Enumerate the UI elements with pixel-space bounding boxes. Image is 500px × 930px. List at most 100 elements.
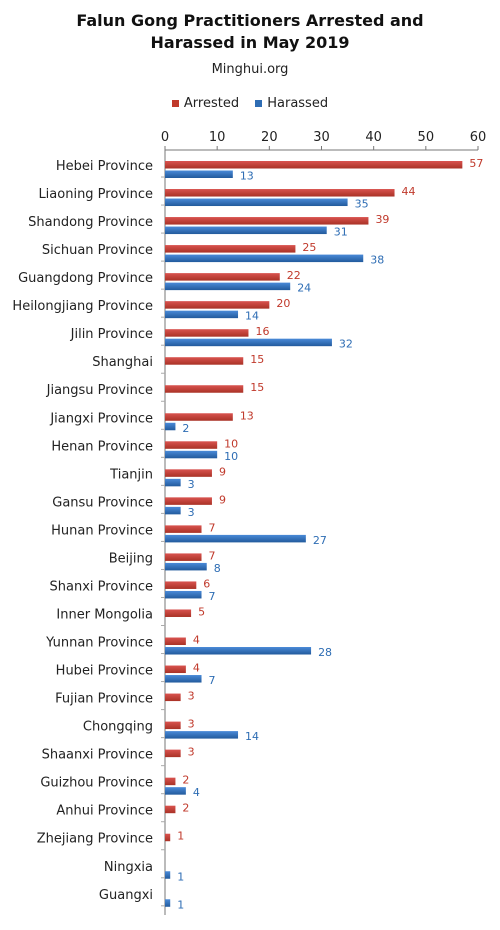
data-label-arrested: 3 (188, 690, 195, 703)
category-label: Sichuan Province (42, 243, 153, 258)
bar-harassed (165, 198, 348, 207)
bar-arrested (165, 833, 171, 842)
data-label-arrested: 20 (276, 297, 290, 310)
bar-arrested (165, 469, 212, 477)
data-label-arrested: 25 (302, 241, 316, 254)
category-label: Henan Province (51, 439, 153, 454)
data-label-harassed: 4 (193, 786, 200, 799)
category-label: Zhejiang Province (37, 832, 153, 847)
bar-harassed (165, 675, 202, 683)
data-label-arrested: 7 (209, 521, 216, 534)
bar-arrested (165, 273, 280, 281)
data-label-harassed: 27 (313, 534, 327, 547)
bar-arrested (165, 749, 181, 758)
bar-arrested (165, 245, 296, 253)
legend-item-harassed: Harassed (255, 96, 328, 111)
data-label-harassed: 7 (209, 590, 216, 603)
data-label-arrested: 22 (287, 269, 301, 282)
data-label-harassed: 1 (177, 898, 184, 911)
bar-arrested (165, 665, 186, 674)
data-label-harassed: 32 (339, 338, 353, 351)
data-label-arrested: 4 (193, 662, 200, 675)
category-label: Heilongjiang Province (12, 299, 153, 314)
data-label-arrested: 5 (198, 605, 205, 618)
data-label-arrested: 10 (224, 437, 238, 450)
legend-item-arrested: Arrested (171, 96, 240, 111)
bar-arrested (165, 161, 463, 169)
bar-arrested (165, 525, 202, 533)
data-label-arrested: 13 (240, 409, 254, 422)
data-label-arrested: 39 (375, 213, 389, 226)
data-label-harassed: 14 (245, 310, 259, 323)
data-label-arrested: 6 (203, 577, 210, 590)
bar-harassed (165, 170, 233, 178)
category-label: Chongqing (83, 720, 153, 735)
category-label: Beijing (109, 551, 153, 566)
data-label-harassed: 38 (370, 254, 384, 267)
data-label-harassed: 14 (245, 730, 259, 743)
legend-swatch-harassed (255, 100, 263, 107)
bar-harassed (165, 254, 364, 263)
data-label-arrested: 3 (188, 746, 195, 759)
bar-arrested (165, 441, 218, 449)
bar-arrested (165, 413, 233, 421)
chart-title-line-2: Harassed in May 2019 (150, 33, 350, 52)
bar-arrested (165, 637, 186, 646)
category-label: Guizhou Province (40, 776, 153, 791)
x-tick-label: 50 (418, 130, 435, 145)
category-label: Hunan Province (51, 523, 153, 538)
data-label-arrested: 4 (193, 634, 200, 647)
bar-arrested (165, 329, 249, 337)
x-tick-label: 20 (261, 130, 278, 145)
data-label-arrested: 57 (469, 157, 483, 170)
category-label: Shanghai (92, 355, 153, 370)
data-label-harassed: 24 (297, 282, 311, 295)
category-label: Tianjin (109, 467, 153, 482)
category-label: Ningxia (104, 860, 153, 875)
category-label: Hubei Province (56, 664, 153, 679)
data-label-harassed: 3 (188, 478, 195, 491)
data-label-arrested: 9 (219, 465, 226, 478)
bar-arrested (165, 553, 202, 561)
data-label-harassed: 31 (334, 226, 348, 239)
data-label-arrested: 7 (209, 549, 216, 562)
bar-harassed (165, 450, 218, 459)
bar-arrested (165, 805, 176, 814)
data-label-harassed: 10 (224, 450, 238, 463)
data-label-harassed: 8 (214, 562, 221, 575)
category-label: Yunnan Province (45, 636, 153, 651)
bar-harassed (165, 590, 202, 599)
category-label: Shaanxi Province (42, 748, 153, 763)
bar-arrested (165, 301, 270, 309)
bar-harassed (165, 731, 239, 739)
bar-arrested (165, 385, 244, 393)
legend-swatch-arrested (171, 100, 179, 107)
category-label: Jiangsu Province (46, 383, 153, 398)
data-label-harassed: 3 (188, 506, 195, 519)
data-label-arrested: 1 (177, 830, 184, 843)
bar-harassed (165, 282, 291, 291)
data-label-arrested: 9 (219, 493, 226, 506)
bar-arrested (165, 497, 212, 505)
bar-harassed (165, 647, 312, 655)
chart-title-line-1: Falun Gong Practitioners Arrested and (76, 11, 424, 30)
bar-harassed (165, 310, 239, 319)
category-label: Hebei Province (56, 159, 153, 174)
x-tick-label: 40 (365, 130, 382, 145)
data-label-arrested: 16 (255, 325, 269, 338)
bar-harassed (165, 338, 332, 347)
x-tick-label: 10 (209, 130, 226, 145)
data-label-arrested: 3 (188, 718, 195, 731)
legend-label-harassed: Harassed (267, 96, 329, 111)
data-label-harassed: 1 (177, 870, 184, 883)
data-label-arrested: 15 (250, 381, 264, 394)
category-label: Gansu Province (52, 495, 153, 510)
data-label-arrested: 2 (182, 774, 189, 787)
category-label: Shandong Province (28, 215, 153, 230)
x-tick-label: 30 (313, 130, 330, 145)
bar-harassed (165, 562, 207, 571)
legend-label-arrested: Arrested (183, 96, 240, 111)
category-label: Jilin Province (70, 327, 153, 342)
bar-harassed (165, 226, 327, 235)
